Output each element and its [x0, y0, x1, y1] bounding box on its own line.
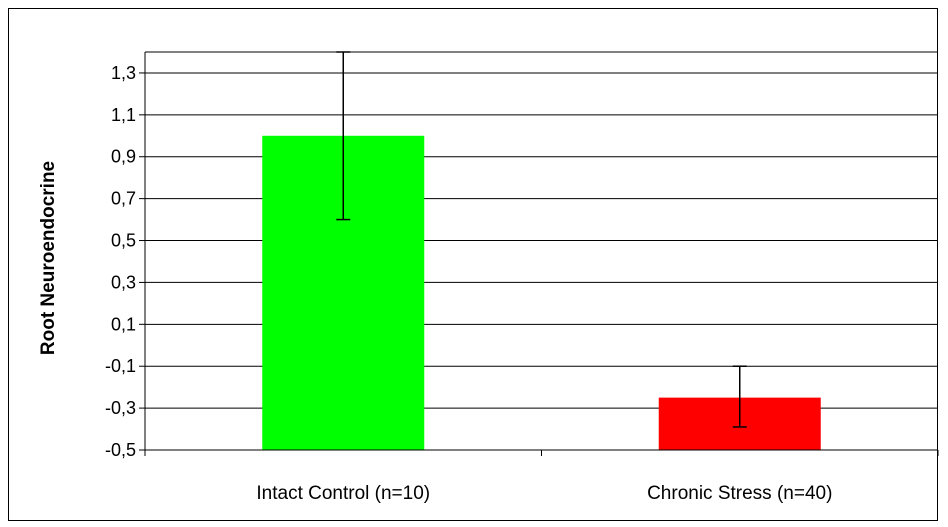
y-tick-label: 1,3 — [111, 63, 136, 83]
y-tick-label: 0,5 — [111, 231, 136, 251]
y-tick-label: 0,7 — [111, 189, 136, 209]
y-tick-label: 0,3 — [111, 272, 136, 292]
y-tick-label: -0,5 — [105, 440, 136, 460]
bars — [262, 135, 821, 450]
y-tick-labels: -0,5 -0,3 -0,1 0,1 0,3 0,5 0,7 0,9 1,1 1,3 — [105, 63, 136, 460]
y-tick-label: 1,1 — [111, 105, 136, 125]
y-tick-label: 0,1 — [111, 314, 136, 334]
y-tick-label: -0,3 — [105, 398, 136, 418]
x-category-label: Intact Control (n=10) — [256, 483, 430, 504]
y-tick-label: 0,9 — [111, 147, 136, 167]
error-bars — [336, 51, 747, 428]
axes — [139, 52, 939, 456]
x-category-label: Chronic Stress (n=40) — [647, 483, 832, 504]
y-axis-label: Root Neuroendocrine — [38, 161, 59, 355]
y-tick-label: -0,1 — [105, 356, 136, 376]
x-category-labels: Intact Control (n=10) Chronic Stress (n=4… — [256, 483, 832, 504]
